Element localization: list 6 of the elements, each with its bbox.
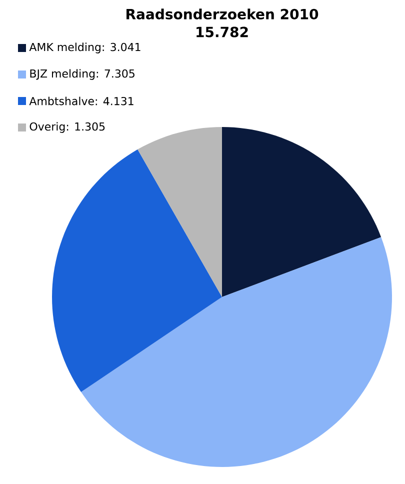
chart-title: Raadsonderzoeken 2010 — [126, 8, 318, 20]
legend-label: Overig: 1.305 — [30, 122, 105, 133]
legend-label: AMK melding: 3.041 — [29, 42, 140, 54]
legend-label: BJZ melding: 7.305 — [30, 69, 134, 80]
legend-label: Ambtshalve: 4.131 — [29, 96, 134, 106]
chart-subtitle: 15.782 — [196, 26, 248, 38]
